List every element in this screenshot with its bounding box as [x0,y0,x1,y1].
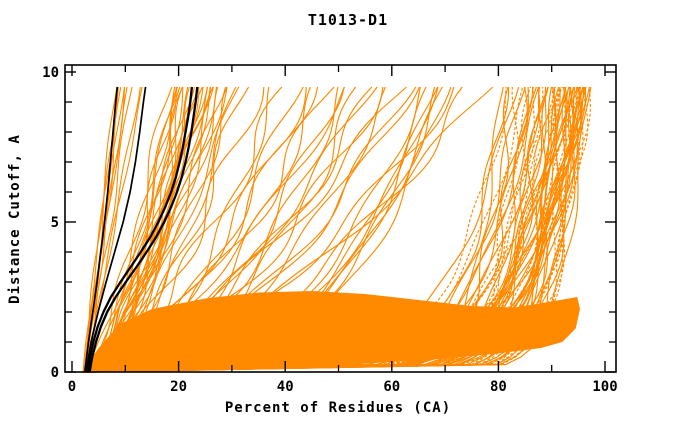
x-tick-label: 60 [383,379,400,395]
orange-curve [89,86,181,373]
orange-curve [82,86,540,373]
orange-curve [84,86,335,373]
orange-curve [93,86,585,373]
y-axis-label: Distance Cutoff, A [7,134,23,304]
orange-curve [85,86,357,373]
orange-curve [83,86,407,373]
orange-curve [83,86,563,373]
plot-frame [64,64,617,373]
orange-curve [88,86,420,373]
orange-curve [84,86,570,373]
x-tick-label: 20 [170,379,187,395]
orange-curve [92,86,537,373]
orange-curve [88,86,200,373]
orange-curve [84,86,265,373]
black-curve [83,86,119,373]
orange-curve [85,86,384,373]
y-tick-label: 10 [42,65,59,81]
orange-curve [84,86,570,373]
x-tick-label: 100 [592,379,617,395]
black-curve [86,86,194,373]
y-tick-label: 0 [51,365,59,381]
orange-curve [90,86,421,373]
orange-curve [87,86,581,373]
orange-curve [87,86,227,373]
orange-curve [85,86,417,373]
black-curve [85,86,147,373]
orange-curve [91,86,240,373]
orange-curve [83,86,510,373]
orange-curve [91,86,556,373]
orange-curve [83,86,463,373]
orange-curve [87,86,494,373]
orange-curve [84,86,339,373]
orange-curve [90,86,455,373]
orange-curve [87,86,184,373]
orange-curve [83,86,176,373]
orange-curve [90,86,561,373]
orange-curve [85,86,427,373]
orange-curve [89,86,535,373]
x-tick-label: 0 [68,379,76,395]
orange-curve [90,86,584,373]
orange-curve [85,86,526,373]
orange-curve [89,86,443,373]
orange-curve [91,86,319,373]
x-tick-label: 80 [490,379,507,395]
y-tick-label: 5 [51,215,59,231]
orange-curve [91,86,237,373]
orange-curve [84,86,532,373]
orange-curve [91,86,439,373]
orange-curve [84,86,584,373]
orange-curve [91,86,549,373]
orange-curve [85,86,580,373]
orange-curve [83,86,304,373]
black-curve [88,86,199,373]
orange-curve [91,86,582,373]
orange-curve [86,86,510,373]
x-tick-label: 40 [277,379,294,395]
orange-curve [84,86,572,373]
orange-curve [83,86,586,373]
orange-curve [86,86,452,373]
orange-curve [93,86,549,373]
chart-title: T1013-D1 [307,11,389,29]
orange-curve [91,86,560,373]
orange-curve [89,86,373,373]
orange-curve [90,86,507,373]
orange-curve [84,86,218,373]
orange-curve [92,86,386,373]
orange-curve [88,86,561,373]
orange-curve [86,86,591,373]
orange-curve [83,86,547,373]
orange-curve [87,86,439,373]
orange-curve [92,86,520,373]
orange-curve [84,86,128,373]
orange-curve [86,86,524,373]
orange-curve [94,86,528,373]
x-axis-label: Percent of Residues (CA) [224,400,452,416]
orange-curve [87,86,346,373]
orange-curve [91,86,283,373]
orange-curve [86,86,178,373]
orange-curve [85,86,173,373]
orange-curve [88,86,212,373]
orange-curve [89,86,378,373]
